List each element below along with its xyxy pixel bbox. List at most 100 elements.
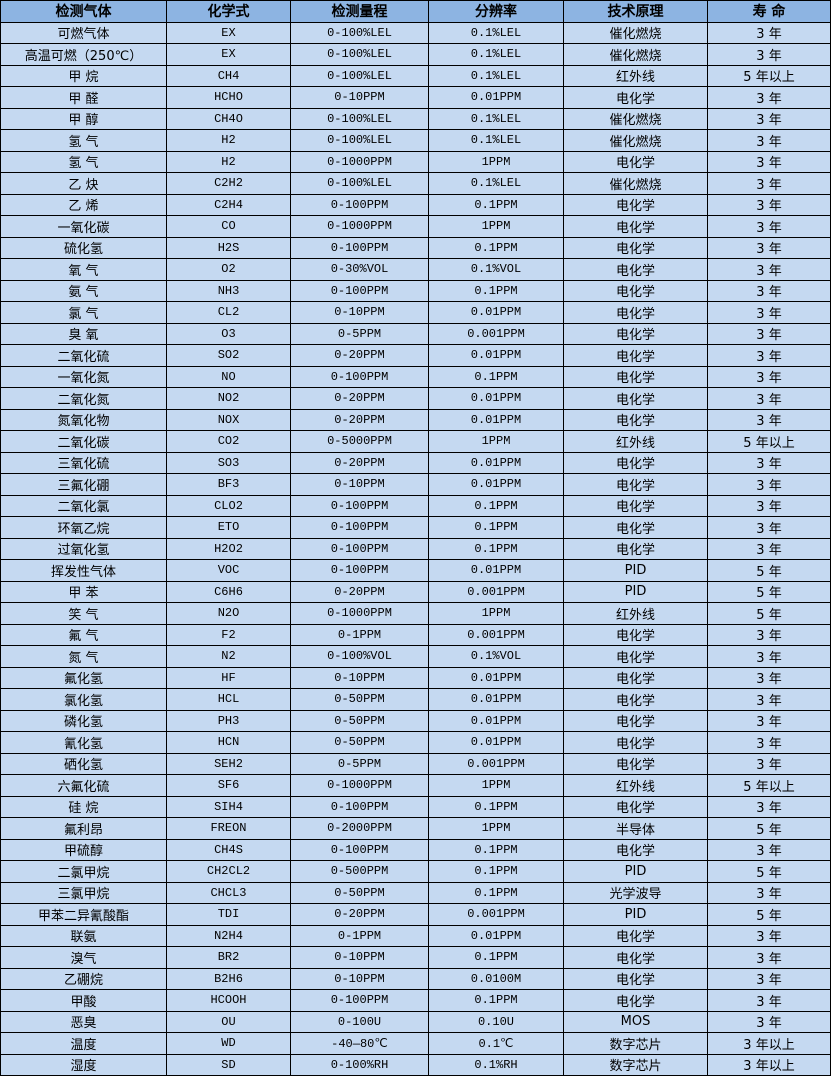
cell-gas-name: 溴气 <box>0 946 167 969</box>
cell-range: 0-100%LEL <box>290 172 429 195</box>
cell-formula: C2H2 <box>166 172 291 195</box>
table-row: 挥发性气体 VOC 0-100PPM 0.01PPM PID 5 年 <box>0 559 831 582</box>
table-row: 甲 烷 CH4 0-100%LEL 0.1%LEL 红外线 5 年以上 <box>0 64 831 87</box>
cell-lifespan: 3 年 <box>707 21 831 44</box>
cell-principle: 电化学 <box>563 322 708 345</box>
cell-principle: 电化学 <box>563 451 708 474</box>
cell-resolution: 0.1PPM <box>428 193 564 216</box>
cell-principle: 电化学 <box>563 516 708 539</box>
cell-formula: BR2 <box>166 946 291 969</box>
cell-range: 0-100%LEL <box>290 129 429 152</box>
table-row: 可燃气体 EX 0-100%LEL 0.1%LEL 催化燃烧 3 年 <box>0 21 831 44</box>
cell-range: 0-100%LEL <box>290 21 429 44</box>
cell-principle: 电化学 <box>563 645 708 668</box>
cell-range: 0-1000PPM <box>290 150 429 173</box>
cell-resolution: 0.01PPM <box>428 86 564 109</box>
cell-resolution: 0.1PPM <box>428 989 564 1012</box>
cell-gas-name: 硅 烷 <box>0 795 167 818</box>
cell-resolution: 0.001PPM <box>428 580 564 603</box>
table-row: 三氧化硫 SO3 0-20PPM 0.01PPM 电化学 3 年 <box>0 451 831 474</box>
cell-range: 0-50PPM <box>290 731 429 754</box>
cell-principle: 电化学 <box>563 989 708 1012</box>
cell-principle: 电化学 <box>563 688 708 711</box>
cell-resolution: 0.001PPM <box>428 752 564 775</box>
cell-formula: C6H6 <box>166 580 291 603</box>
table-row: 三氯甲烷 CHCL3 0-50PPM 0.1PPM 光学波导 3 年 <box>0 881 831 904</box>
cell-gas-name: 氟化氢 <box>0 666 167 689</box>
table-row: 一氧化氮 NO 0-100PPM 0.1PPM 电化学 3 年 <box>0 365 831 388</box>
cell-range: 0-100PPM <box>290 236 429 259</box>
cell-range: 0-20PPM <box>290 903 429 926</box>
cell-formula: NH3 <box>166 279 291 302</box>
cell-lifespan: 3 年 <box>707 344 831 367</box>
table-row: 氮 气 N2 0-100%VOL 0.1%VOL 电化学 3 年 <box>0 645 831 668</box>
cell-resolution: 0.01PPM <box>428 731 564 754</box>
table-row: 氧 气 O2 0-30%VOL 0.1%VOL 电化学 3 年 <box>0 258 831 281</box>
cell-lifespan: 3 年 <box>707 365 831 388</box>
cell-formula: VOC <box>166 559 291 582</box>
table-row: 氮氧化物 NOX 0-20PPM 0.01PPM 电化学 3 年 <box>0 408 831 431</box>
cell-resolution: 0.1%LEL <box>428 64 564 87</box>
cell-formula: SO2 <box>166 344 291 367</box>
cell-lifespan: 3 年 <box>707 86 831 109</box>
cell-gas-name: 乙 烯 <box>0 193 167 216</box>
cell-range: 0-10PPM <box>290 666 429 689</box>
cell-lifespan: 3 年 <box>707 43 831 66</box>
cell-range: 0-100PPM <box>290 838 429 861</box>
cell-range: 0-5PPM <box>290 752 429 775</box>
cell-gas-name: 乙硼烷 <box>0 967 167 990</box>
cell-resolution: 0.01PPM <box>428 451 564 474</box>
cell-lifespan: 3 年 <box>707 473 831 496</box>
table-row: 二氧化氯 CLO2 0-100PPM 0.1PPM 电化学 3 年 <box>0 494 831 517</box>
cell-lifespan: 3 年 <box>707 645 831 668</box>
cell-lifespan: 3 年 <box>707 924 831 947</box>
cell-range: 0-20PPM <box>290 344 429 367</box>
cell-gas-name: 氢 气 <box>0 150 167 173</box>
cell-formula: CL2 <box>166 301 291 324</box>
cell-resolution: 0.1PPM <box>428 838 564 861</box>
cell-gas-name: 甲 醛 <box>0 86 167 109</box>
cell-resolution: 0.1PPM <box>428 279 564 302</box>
cell-principle: 电化学 <box>563 537 708 560</box>
cell-lifespan: 3 年 <box>707 752 831 775</box>
cell-range: 0-10PPM <box>290 473 429 496</box>
table-row: 氢 气 H2 0-100%LEL 0.1%LEL 催化燃烧 3 年 <box>0 129 831 152</box>
cell-principle: 电化学 <box>563 215 708 238</box>
cell-principle: 电化学 <box>563 301 708 324</box>
cell-resolution: 0.1PPM <box>428 946 564 969</box>
cell-formula: CH2CL2 <box>166 860 291 883</box>
cell-resolution: 0.1PPM <box>428 795 564 818</box>
cell-principle: 红外线 <box>563 64 708 87</box>
cell-formula: H2S <box>166 236 291 259</box>
cell-formula: SEH2 <box>166 752 291 775</box>
cell-range: 0-100PPM <box>290 559 429 582</box>
cell-resolution: 0.01PPM <box>428 473 564 496</box>
cell-principle: 电化学 <box>563 494 708 517</box>
cell-principle: 电化学 <box>563 838 708 861</box>
cell-formula: HCOOH <box>166 989 291 1012</box>
cell-formula: SD <box>166 1053 291 1076</box>
cell-principle: 电化学 <box>563 795 708 818</box>
cell-lifespan: 3 年 <box>707 967 831 990</box>
cell-gas-name: 二氧化氯 <box>0 494 167 517</box>
cell-principle: 催化燃烧 <box>563 172 708 195</box>
cell-formula: ETO <box>166 516 291 539</box>
cell-principle: 电化学 <box>563 731 708 754</box>
cell-principle: 光学波导 <box>563 881 708 904</box>
cell-formula: TDI <box>166 903 291 926</box>
table-row: 硒化氢 SEH2 0-5PPM 0.001PPM 电化学 3 年 <box>0 752 831 775</box>
cell-resolution: 0.1%LEL <box>428 172 564 195</box>
cell-lifespan: 3 年 <box>707 1010 831 1033</box>
cell-resolution: 0.1PPM <box>428 365 564 388</box>
header-row: 检测气体 化学式 检测量程 分辨率 技术原理寿 命 <box>0 0 831 23</box>
table-row: 六氟化硫 SF6 0-1000PPM 1PPM 红外线 5 年以上 <box>0 774 831 797</box>
cell-resolution: 0.01PPM <box>428 408 564 431</box>
table-row: 硫化氢 H2S 0-100PPM 0.1PPM 电化学 3 年 <box>0 236 831 259</box>
cell-gas-name: 甲 烷 <box>0 64 167 87</box>
cell-gas-name: 一氧化碳 <box>0 215 167 238</box>
cell-resolution: 0.01PPM <box>428 666 564 689</box>
cell-range: 0-10PPM <box>290 301 429 324</box>
cell-principle: MOS <box>563 1010 708 1033</box>
cell-formula: BF3 <box>166 473 291 496</box>
cell-formula: EX <box>166 43 291 66</box>
